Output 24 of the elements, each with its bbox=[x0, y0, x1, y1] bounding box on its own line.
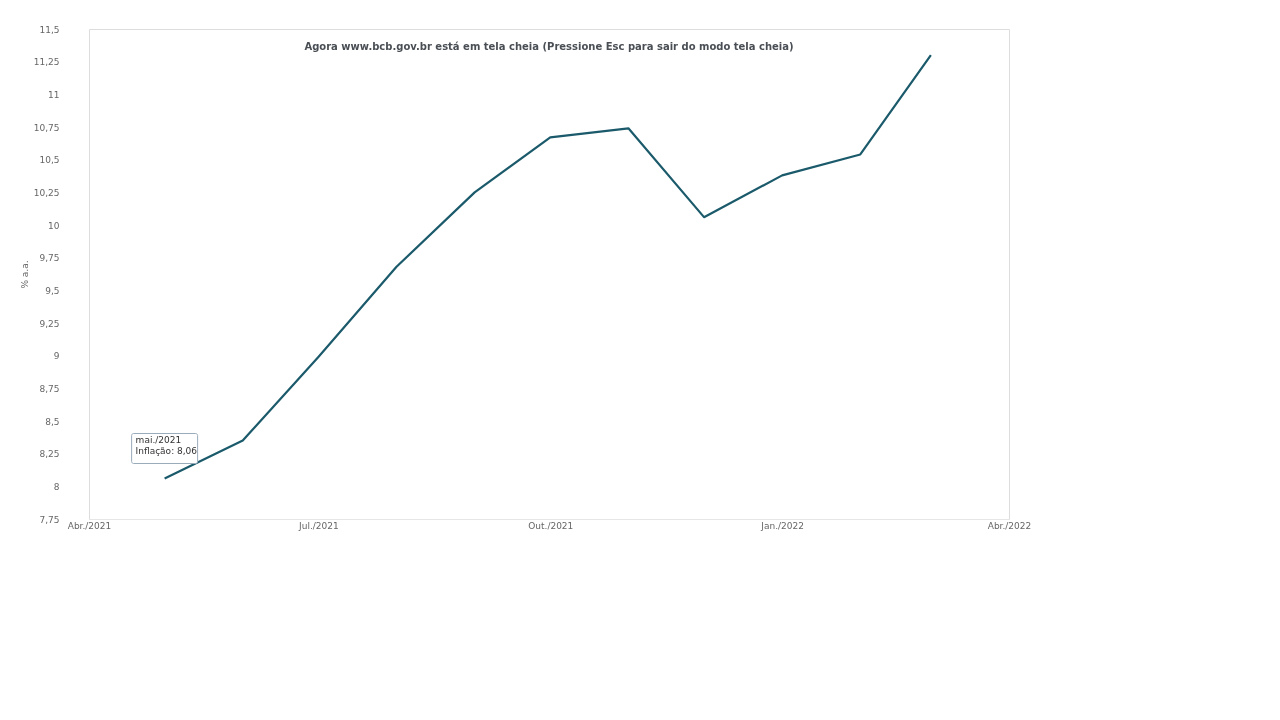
annotation: mai./2021 Inflação: 8,06 bbox=[135, 435, 198, 457]
y-tick-label: 11,25 bbox=[33, 57, 60, 68]
y-tick-label: 11,5 bbox=[39, 24, 60, 35]
y-tick-label: 9,75 bbox=[39, 253, 60, 264]
y-tick-label: 8,25 bbox=[39, 449, 60, 460]
y-tick-label: 10,5 bbox=[39, 155, 60, 166]
y-tick-label: 8,5 bbox=[45, 416, 60, 427]
y-tick-label: 8,75 bbox=[39, 383, 60, 394]
y-tick-label: 9 bbox=[53, 351, 60, 362]
x-tick-label: Abr./2021 bbox=[67, 520, 112, 531]
y-tick-label: 9,25 bbox=[39, 318, 60, 329]
y-tick-label: 10,75 bbox=[33, 122, 60, 133]
y-tick-label: 9,5 bbox=[45, 285, 60, 296]
y-tick-label: 8 bbox=[53, 481, 60, 492]
annotation: Agora www.bcb.gov.br está em tela cheia (Pressione Esc para sair do modo tela cheia) bbox=[304, 41, 794, 52]
x-tick-label: Abr./2022 bbox=[987, 520, 1032, 531]
x-tick-label: Out./2021 bbox=[528, 520, 574, 531]
y-tick-label: 10,25 bbox=[33, 187, 60, 198]
y-tick-label: 7,75 bbox=[39, 514, 60, 525]
y-tick-label: 11 bbox=[48, 89, 60, 100]
y-axis-title: % a.a. bbox=[19, 260, 30, 289]
y-tick-label: 10 bbox=[48, 220, 60, 231]
x-tick-label: Jul./2021 bbox=[298, 520, 339, 531]
x-tick-label: Jan./2022 bbox=[760, 520, 804, 531]
